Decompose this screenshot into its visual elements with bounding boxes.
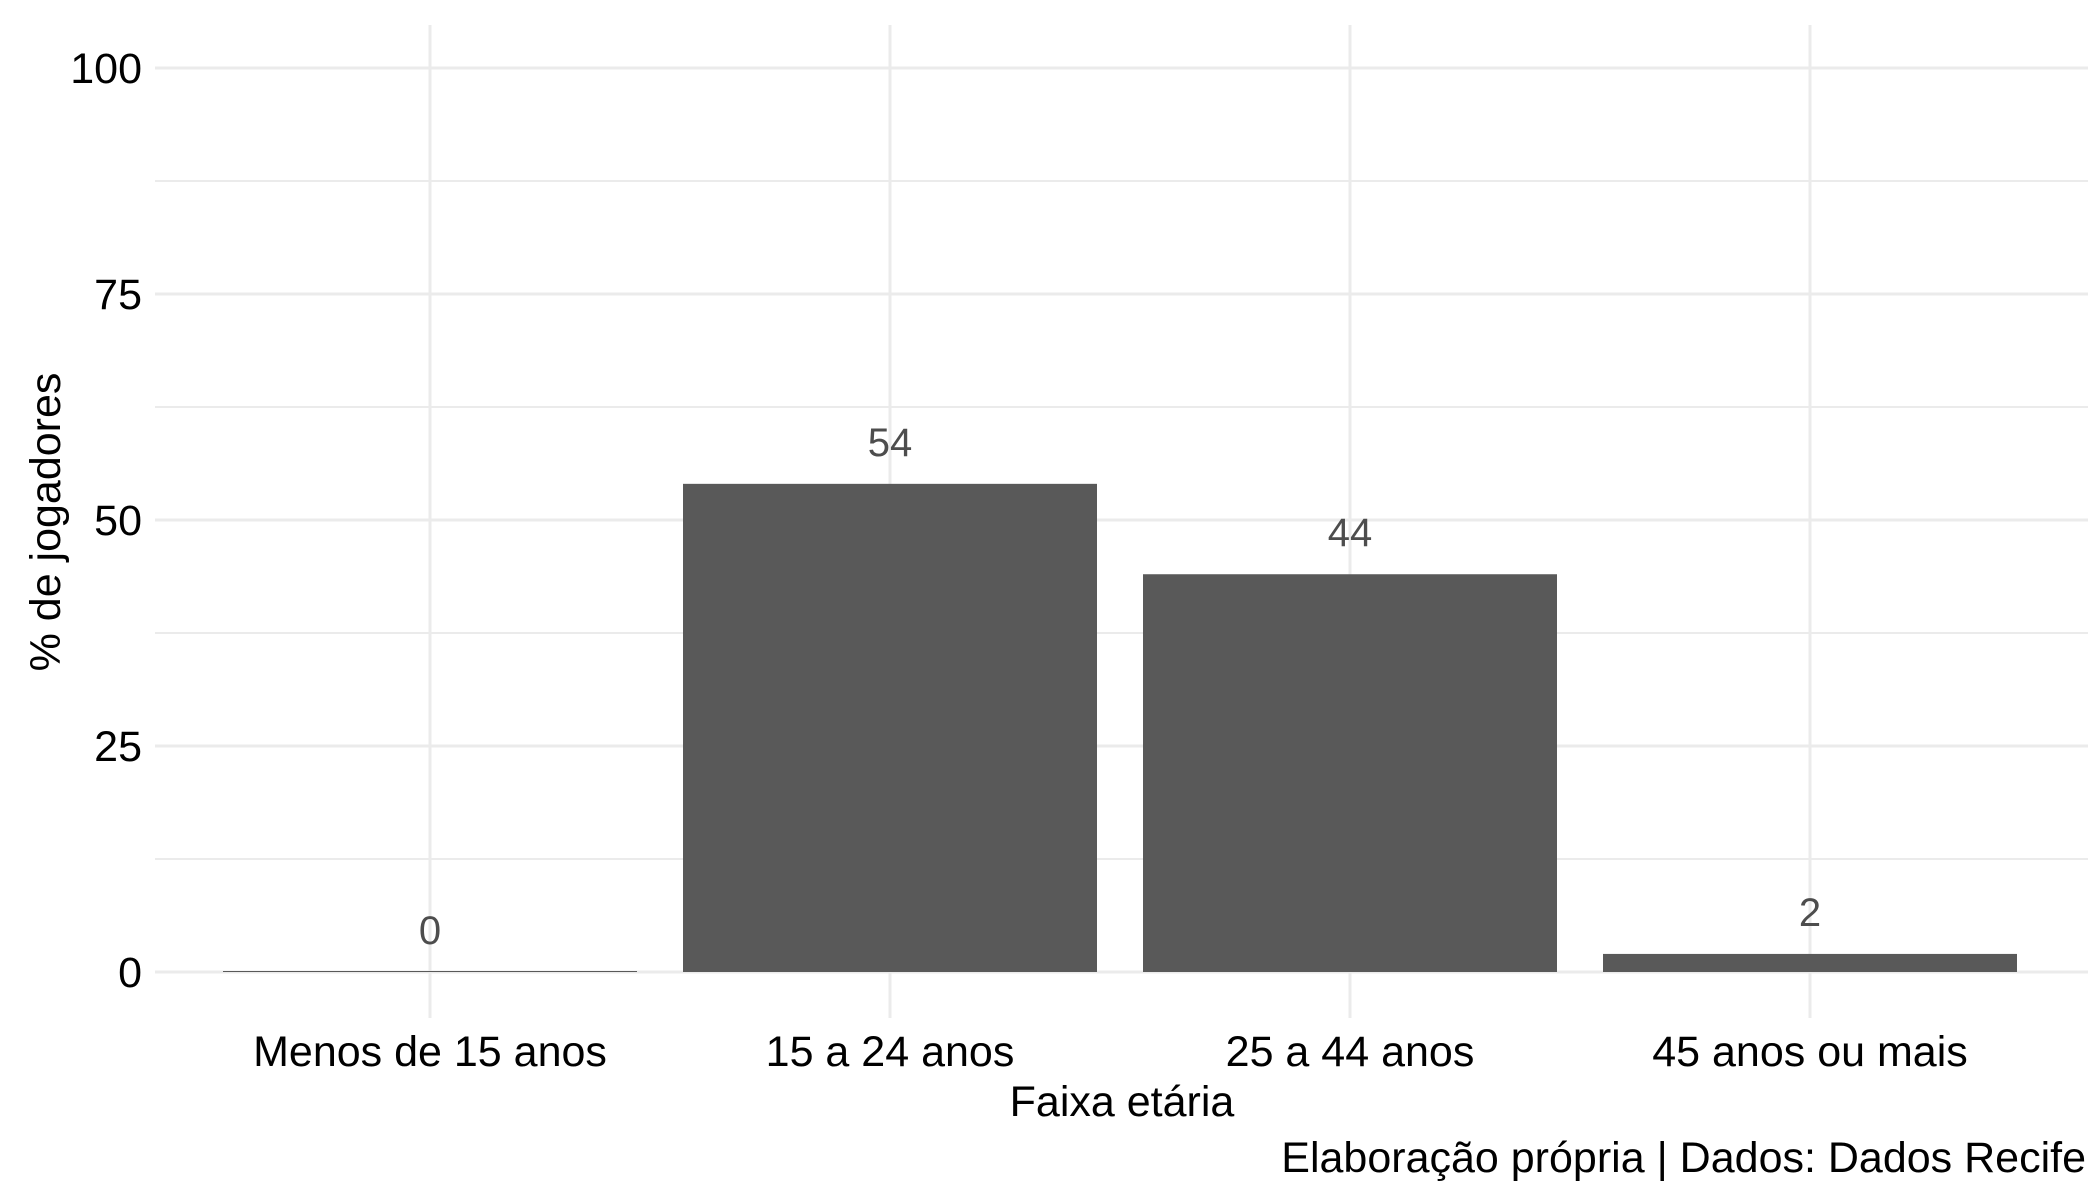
bars [223,483,2017,972]
y-tick-label: 0 [118,949,142,997]
y-tick-label: 100 [70,45,142,93]
x-axis-title: Faixa etária [1010,1078,1235,1126]
y-tick-label: 75 [94,271,142,319]
y-tick-label: 25 [94,723,142,771]
grid-lines [155,25,2088,1018]
data-label: 2 [1799,891,1821,935]
y-tick-label: 50 [94,497,142,545]
x-tick-label: 45 anos ou mais [1652,1028,1968,1076]
y-axis-title: % de jogadores [22,373,70,672]
bar [223,971,637,972]
chart-caption: Elaboração própria | Dados: Dados Recife [1281,1134,2086,1182]
data-label: 54 [868,421,913,465]
bar [1143,574,1557,972]
data-label: 44 [1328,511,1373,555]
x-axis-ticks: Menos de 15 anos 15 a 24 anos 25 a 44 anos… [253,1028,1968,1076]
bar [1603,953,2017,972]
x-tick-label: Menos de 15 anos [253,1028,607,1076]
x-tick-label: 15 a 24 anos [766,1028,1015,1076]
data-label: 0 [419,909,441,953]
data-labels: 0 54 44 2 [419,421,1821,953]
bar [683,483,1097,972]
y-axis-ticks: 0 25 50 75 100 [70,45,142,997]
x-tick-label: 25 a 44 anos [1226,1028,1475,1076]
